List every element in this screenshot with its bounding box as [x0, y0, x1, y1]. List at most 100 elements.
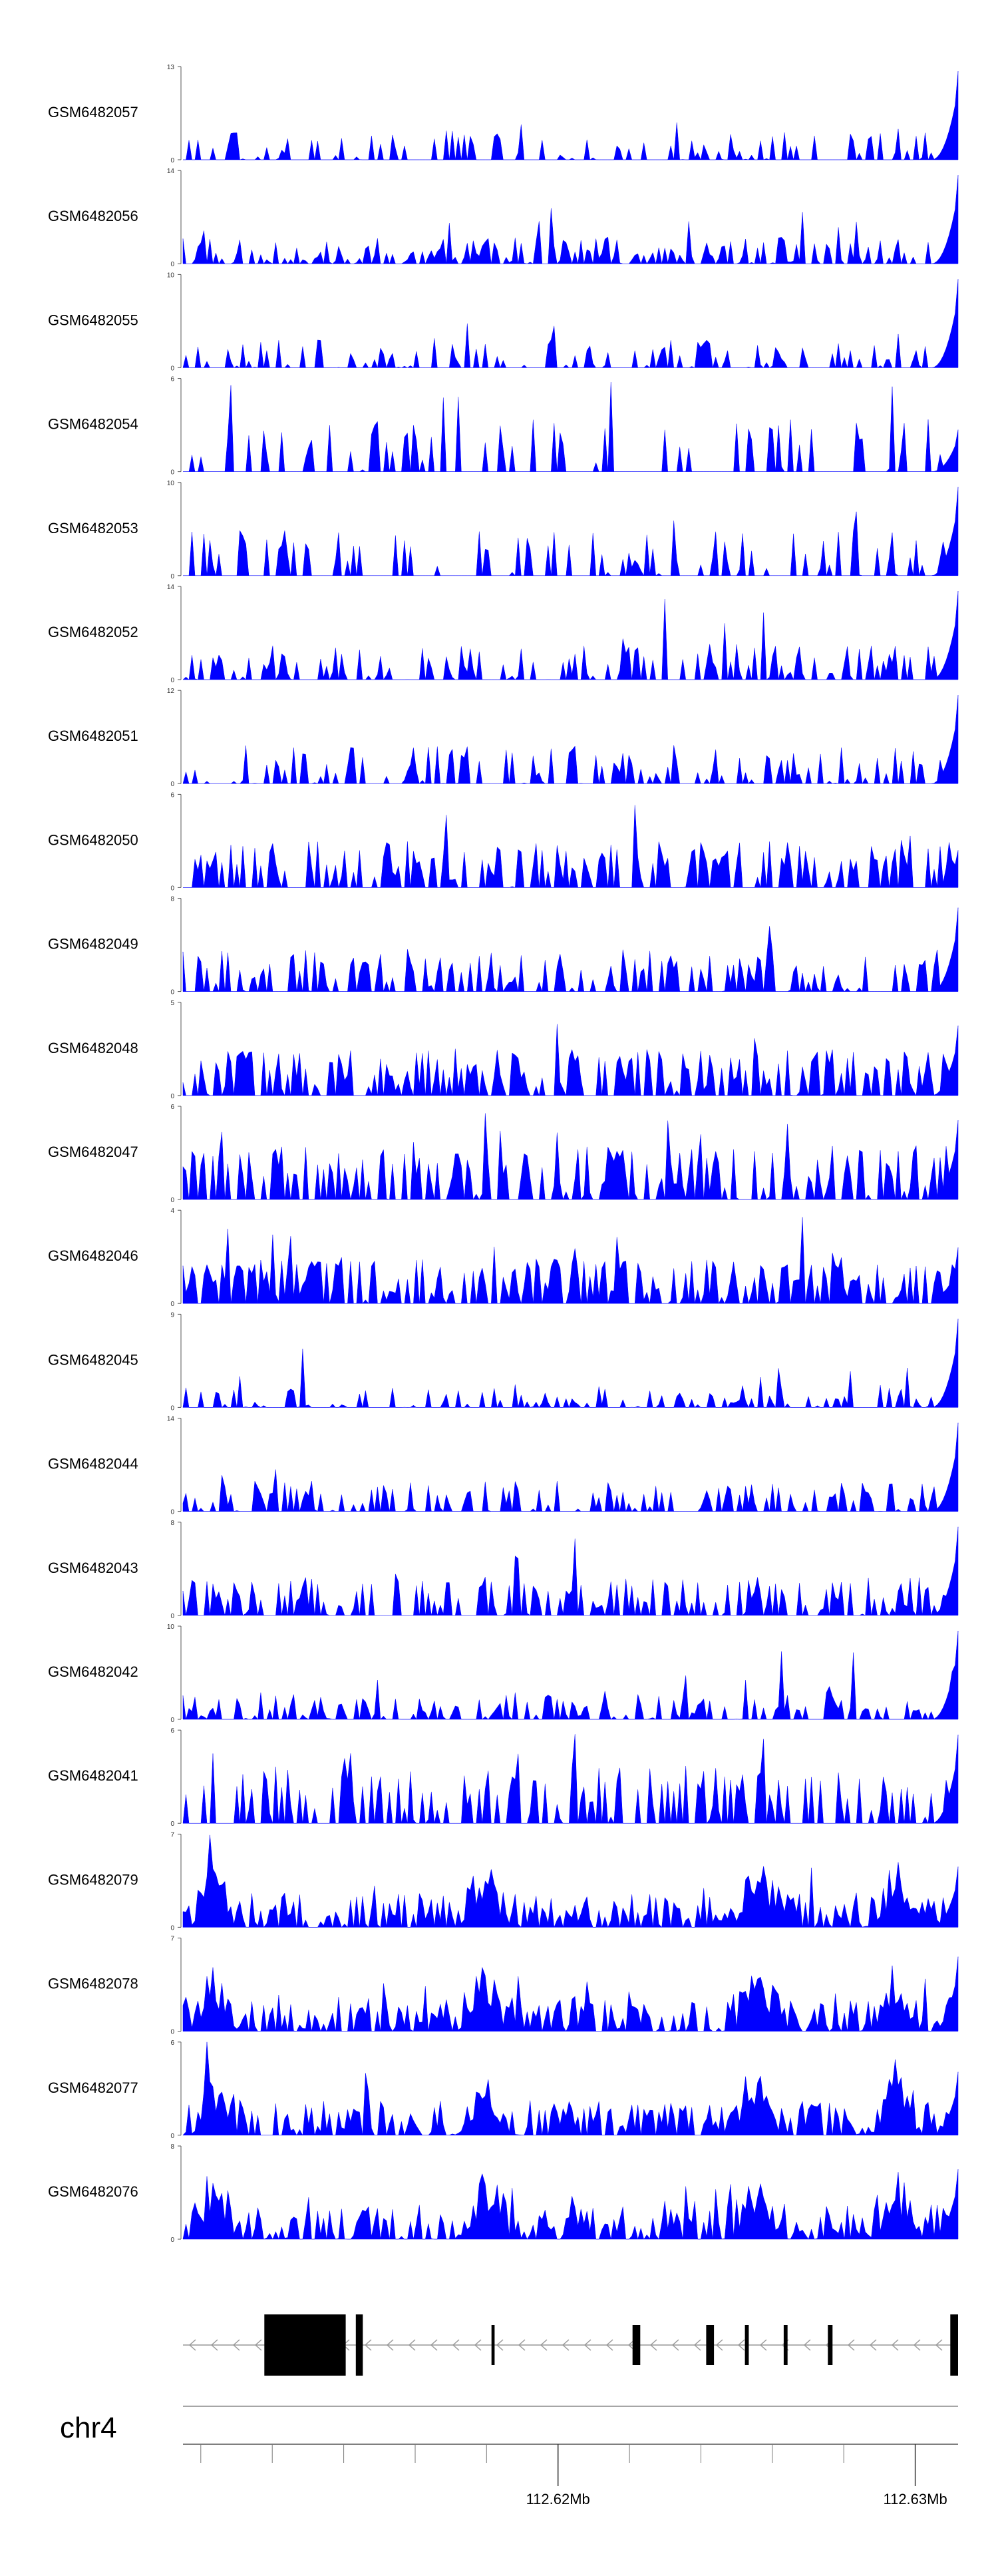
coverage-tracks: GSM6482057130GSM6482056140GSM6482055100G… [48, 64, 959, 2244]
track-GSM6482046: GSM6482046 4 0 [48, 1207, 959, 1308]
track-label: GSM6482053 [48, 520, 138, 537]
y-axis-max-label: 9 [170, 1311, 174, 1319]
strand-arrow [759, 2339, 767, 2351]
track-label: GSM6482051 [48, 728, 138, 744]
y-axis-max-label: 8 [170, 2143, 174, 2151]
coverage-area [182, 2041, 959, 2136]
y-axis-max-label: 8 [170, 1520, 174, 1527]
coverage-area [182, 1422, 959, 1512]
y-axis-zero-label: 0 [170, 1613, 174, 1620]
y-axis-max-label: 4 [170, 1207, 174, 1215]
track-label: GSM6482057 [48, 104, 138, 120]
y-axis-max-label: 10 [167, 272, 175, 279]
y-axis-zero-label: 0 [170, 1404, 174, 1412]
strand-arrow [869, 2339, 877, 2351]
gene-model-track [183, 2314, 958, 2376]
coverage-area [183, 805, 959, 888]
track-GSM6482057: GSM6482057 13 0 [48, 64, 959, 164]
coverage-area [182, 175, 959, 265]
y-axis-max-label: 10 [167, 480, 175, 487]
track-label: GSM6482055 [48, 312, 138, 328]
y-axis-max-label: 6 [170, 1727, 174, 1735]
track-GSM6482050: GSM6482050 6 0 [48, 791, 959, 892]
track-label: GSM6482044 [48, 1456, 138, 1472]
coverage-area [183, 71, 959, 160]
coverage-area [182, 1526, 959, 1616]
y-axis-zero-label: 0 [170, 989, 174, 996]
y-axis-max-label: 14 [167, 584, 175, 591]
strand-arrow [737, 2339, 745, 2351]
track-GSM6482045: GSM6482045 9 0 [48, 1311, 959, 1412]
coverage-area [182, 1113, 959, 1200]
track-GSM6482077: GSM6482077 6 0 [48, 2039, 959, 2140]
y-axis-max-label: 5 [170, 1000, 174, 1007]
track-label: GSM6482056 [48, 208, 138, 224]
y-axis-max-label: 12 [167, 688, 175, 695]
y-axis-max-label: 8 [170, 896, 174, 903]
y-axis-zero-label: 0 [170, 2237, 174, 2244]
strand-arrow [891, 2339, 899, 2351]
y-axis-zero-label: 0 [170, 573, 174, 580]
gene-exon [828, 2325, 833, 2365]
strand-arrow [649, 2339, 657, 2351]
gene-exon [783, 2325, 788, 2365]
y-axis-zero-label: 0 [170, 469, 174, 477]
y-axis-zero-label: 0 [170, 1301, 174, 1308]
coverage-area [182, 907, 959, 992]
y-axis-zero-label: 0 [170, 261, 174, 268]
y-axis-zero-label: 0 [170, 1093, 174, 1100]
track-label: GSM6482052 [48, 624, 138, 640]
track-GSM6482047: GSM6482047 6 0 [48, 1104, 959, 1204]
track-GSM6482041: GSM6482041 6 0 [48, 1727, 959, 1828]
strand-arrow [562, 2339, 570, 2351]
genome-axis-track: chr4 112.62Mb 112.63Mb [60, 2406, 958, 2507]
gene-exon [950, 2314, 958, 2376]
gene-exon [706, 2325, 715, 2365]
strand-arrow [430, 2339, 438, 2351]
track-GSM6482051: GSM6482051 12 0 [48, 688, 959, 788]
track-GSM6482054: GSM6482054 6 0 [48, 376, 959, 477]
strand-arrow [803, 2339, 811, 2351]
strand-arrow [188, 2339, 196, 2351]
track-label: GSM6482046 [48, 1247, 138, 1264]
coverage-area [182, 1024, 959, 1096]
strand-arrow [671, 2339, 679, 2351]
chromosome-label: chr4 [60, 2412, 117, 2444]
track-label: GSM6482045 [48, 1351, 138, 1368]
coverage-area [182, 279, 959, 369]
y-axis-zero-label: 0 [170, 2029, 174, 2036]
coverage-area [182, 1834, 959, 1928]
coverage-area [182, 2169, 959, 2240]
gene-exon [745, 2325, 749, 2365]
track-GSM6482076: GSM6482076 8 0 [48, 2143, 959, 2244]
coverage-area [182, 1319, 959, 1408]
y-axis-max-label: 7 [170, 1831, 174, 1838]
genome-axis-tick-label: 112.63Mb [883, 2491, 947, 2507]
coverage-area [182, 1217, 959, 1305]
gene-exon [355, 2314, 363, 2376]
strand-arrow [715, 2339, 723, 2351]
y-axis-zero-label: 0 [170, 365, 174, 372]
y-axis-zero-label: 0 [170, 2133, 174, 2140]
gene-exon [632, 2325, 641, 2365]
y-axis-zero-label: 0 [170, 677, 174, 684]
y-axis-zero-label: 0 [170, 885, 174, 892]
track-label: GSM6482076 [48, 2183, 138, 2200]
strand-arrow [364, 2339, 372, 2351]
track-label: GSM6482048 [48, 1040, 138, 1056]
y-axis-max-label: 10 [167, 1623, 175, 1631]
y-axis-max-label: 6 [170, 376, 174, 383]
track-label: GSM6482050 [48, 831, 138, 848]
y-axis-zero-label: 0 [170, 1509, 174, 1516]
track-label: GSM6482079 [48, 1871, 138, 1888]
y-axis-zero-label: 0 [170, 1924, 174, 1932]
coverage-area [182, 695, 959, 785]
strand-arrow [210, 2339, 218, 2351]
coverage-area [182, 1956, 959, 2032]
strand-arrow [583, 2339, 591, 2351]
strand-arrow [232, 2339, 240, 2351]
gene-exon [491, 2325, 495, 2365]
track-label: GSM6482077 [48, 2079, 138, 2096]
track-label: GSM6482049 [48, 936, 138, 953]
track-label: GSM6482043 [48, 1560, 138, 1576]
